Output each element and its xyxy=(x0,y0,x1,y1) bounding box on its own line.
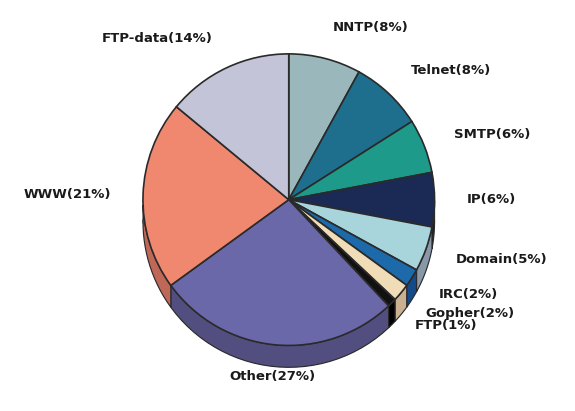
Wedge shape xyxy=(289,200,407,300)
Polygon shape xyxy=(395,285,407,321)
Wedge shape xyxy=(289,172,435,227)
Text: FTP(1%): FTP(1%) xyxy=(415,319,477,332)
Ellipse shape xyxy=(143,189,435,254)
Text: NNTP(8%): NNTP(8%) xyxy=(333,21,409,34)
Wedge shape xyxy=(177,54,289,200)
Text: SMTP(6%): SMTP(6%) xyxy=(454,128,531,141)
Wedge shape xyxy=(171,200,389,346)
Text: Other(27%): Other(27%) xyxy=(229,370,315,383)
Text: Domain(5%): Domain(5%) xyxy=(456,254,548,266)
Polygon shape xyxy=(432,201,435,249)
Text: IP(6%): IP(6%) xyxy=(467,193,516,206)
Wedge shape xyxy=(289,200,395,306)
Wedge shape xyxy=(289,122,432,200)
Polygon shape xyxy=(416,227,432,292)
Wedge shape xyxy=(289,54,359,200)
Text: IRC(2%): IRC(2%) xyxy=(439,289,498,302)
Polygon shape xyxy=(407,270,416,307)
Polygon shape xyxy=(143,205,171,307)
Text: Gopher(2%): Gopher(2%) xyxy=(426,307,515,319)
Polygon shape xyxy=(389,300,395,328)
Polygon shape xyxy=(171,285,389,367)
Wedge shape xyxy=(289,200,432,270)
Wedge shape xyxy=(289,72,412,200)
Text: WWW(21%): WWW(21%) xyxy=(24,187,111,201)
Text: Telnet(8%): Telnet(8%) xyxy=(411,64,491,76)
Text: FTP-data(14%): FTP-data(14%) xyxy=(102,32,213,45)
Wedge shape xyxy=(143,107,289,285)
Wedge shape xyxy=(289,200,416,285)
